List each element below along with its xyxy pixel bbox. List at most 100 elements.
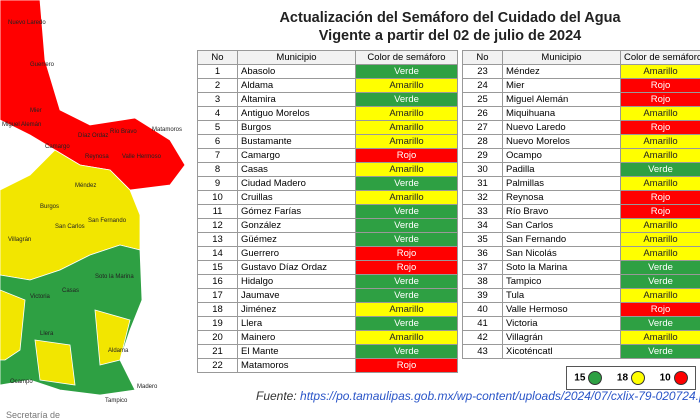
source-label: Fuente: (256, 389, 297, 403)
municipality: Burgos (237, 120, 356, 135)
row-number: 31 (462, 176, 503, 191)
status-cell: Amarillo (620, 106, 700, 121)
table-row: 19 Llera Verde (197, 316, 458, 331)
map-label: Camargo (45, 144, 70, 150)
status-cell: Verde (620, 344, 700, 359)
row-number: 25 (462, 92, 503, 107)
row-number: 32 (462, 190, 503, 205)
row-number: 7 (197, 148, 238, 163)
map-label: Burgos (40, 204, 59, 210)
status-cell: Verde (355, 232, 458, 247)
source-link[interactable]: https://po.tamaulipas.gob.mx/wp-content/… (300, 389, 700, 403)
table-row: 34 San Carlos Amarillo (462, 218, 700, 233)
row-number: 18 (197, 302, 238, 317)
municipality: Bustamante (237, 134, 356, 149)
header-cell: Municipio (237, 50, 356, 65)
status-cell: Verde (355, 288, 458, 303)
status-cell: Amarillo (355, 302, 458, 317)
row-number: 28 (462, 134, 503, 149)
status-cell: Rojo (620, 78, 700, 93)
row-number: 22 (197, 358, 238, 373)
table-row: 5 Burgos Amarillo (197, 120, 458, 135)
legend-item: 10 (660, 371, 688, 385)
municipality: Llera (237, 316, 356, 331)
table-row: 15 Gustavo Díaz Ordaz Rojo (197, 260, 458, 275)
table-row: 42 Villagrán Amarillo (462, 330, 700, 345)
status-cell: Verde (620, 162, 700, 177)
status-cell: Rojo (355, 260, 458, 275)
map-label: Llera (40, 331, 54, 337)
municipality: San Carlos (502, 218, 621, 233)
table-row: 21 El Mante Verde (197, 344, 458, 359)
municipality: Casas (237, 162, 356, 177)
table-row: 20 Mainero Amarillo (197, 330, 458, 345)
municipality: Nuevo Laredo (502, 120, 621, 135)
status-cell: Amarillo (355, 190, 458, 205)
status-cell: Amarillo (620, 64, 700, 79)
table-row: 12 González Verde (197, 218, 458, 233)
legend: 15 18 10 (566, 366, 696, 390)
municipality: Padilla (502, 162, 621, 177)
header-row: No Municipio Color de semáforo (197, 50, 458, 65)
title: Actualización del Semáforo del Cuidado d… (279, 10, 621, 26)
status-cell: Rojo (355, 358, 458, 373)
status-cell: Amarillo (620, 134, 700, 149)
table-row: 14 Guerrero Rojo (197, 246, 458, 261)
table-row: 36 San Nicolás Amarillo (462, 246, 700, 261)
table-row: 31 Palmillas Amarillo (462, 176, 700, 191)
row-number: 40 (462, 302, 503, 317)
map-label: San Fernando (88, 218, 127, 224)
row-number: 39 (462, 288, 503, 303)
municipality: Jiménez (237, 302, 356, 317)
row-number: 20 (197, 330, 238, 345)
status-cell: Verde (355, 316, 458, 331)
row-number: 26 (462, 106, 503, 121)
row-number: 3 (197, 92, 238, 107)
status-cell: Amarillo (355, 120, 458, 135)
row-number: 13 (197, 232, 238, 247)
municipality: Ocampo (502, 148, 621, 163)
municipality: Tampico (502, 274, 621, 289)
municipality: Méndez (502, 64, 621, 79)
municipality: Mainero (237, 330, 356, 345)
municipality: Miquihuana (502, 106, 621, 121)
map-label: Mier (30, 108, 42, 114)
table-row: 37 Soto la Marina Verde (462, 260, 700, 275)
subtitle: Vigente a partir del 02 de julio de 2024 (318, 28, 582, 44)
table-row: 35 San Fernando Amarillo (462, 232, 700, 247)
table-row: 38 Tampico Verde (462, 274, 700, 289)
map-label: Miguel Alemán (2, 122, 41, 128)
municipality: Tula (502, 288, 621, 303)
map-red-region (0, 0, 186, 191)
map-yellow-region (34, 339, 76, 386)
municipality: Nuevo Morelos (502, 134, 621, 149)
table-row: 10 Cruillas Amarillo (197, 190, 458, 205)
map-label: Matamoros (152, 127, 182, 133)
row-number: 41 (462, 316, 503, 331)
row-number: 24 (462, 78, 503, 93)
table-row: 28 Nuevo Morelos Amarillo (462, 134, 700, 149)
legend-item: 18 (617, 371, 646, 385)
table-row: 25 Miguel Alemán Rojo (462, 92, 700, 107)
status-cell: Verde (620, 316, 700, 331)
row-number: 1 (197, 64, 238, 79)
status-cell: Verde (355, 64, 458, 79)
status-cell: Amarillo (620, 176, 700, 191)
map-label: Guerrero (30, 62, 55, 68)
municipality: Hidalgo (237, 274, 356, 289)
row-number: 10 (197, 190, 238, 205)
table-row: 2 Aldama Amarillo (197, 78, 458, 93)
table-row: 40 Valle Hermoso Rojo (462, 302, 700, 317)
status-cell: Verde (355, 176, 458, 191)
status-cell: Amarillo (355, 106, 458, 121)
table-row: 16 Hidalgo Verde (197, 274, 458, 289)
map-label: Aldama (108, 348, 129, 354)
table-row: 3 Altamira Verde (197, 92, 458, 107)
row-number: 36 (462, 246, 503, 261)
row-number: 35 (462, 232, 503, 247)
status-cell: Rojo (355, 246, 458, 261)
table-row: 39 Tula Amarillo (462, 288, 700, 303)
map-label: Soto la Marina (95, 274, 134, 280)
row-number: 2 (197, 78, 238, 93)
